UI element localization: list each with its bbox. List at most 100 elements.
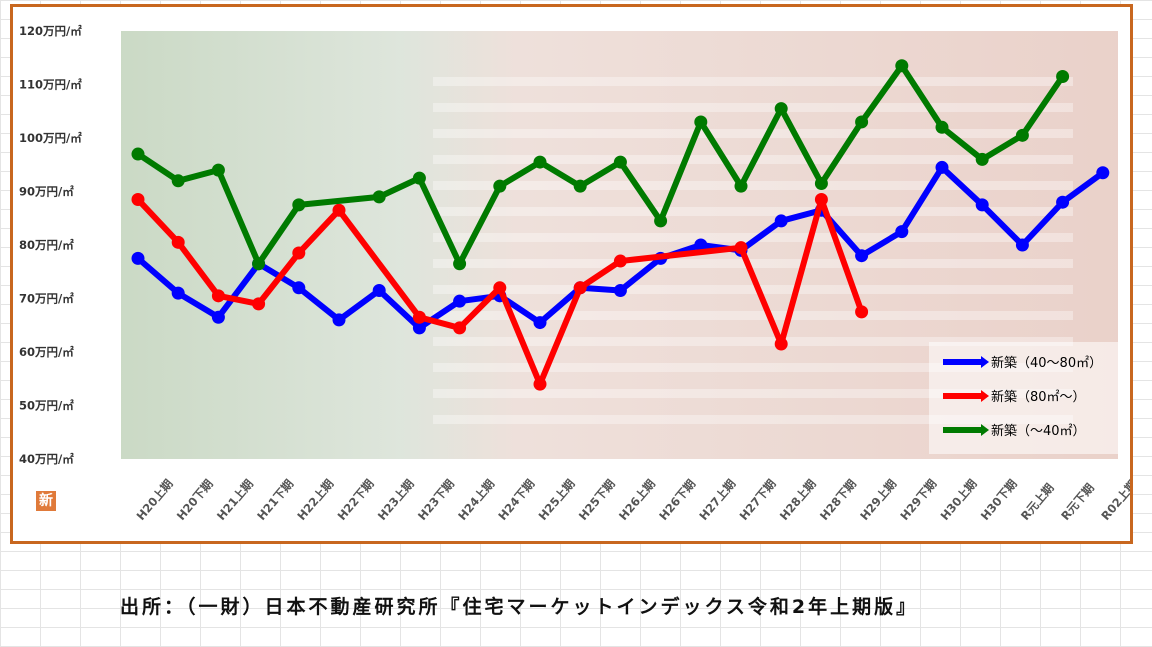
x-tick-label: H28上期 (777, 477, 819, 523)
y-tick-label: 100万円/㎡ (19, 131, 82, 145)
data-point (533, 316, 547, 330)
x-tick-label: H29上期 (857, 477, 899, 523)
data-point (975, 152, 989, 166)
source-citation: 出所：（一財）日本不動産研究所『住宅マーケットインデックス令和2年上期版』 (120, 596, 919, 618)
y-tick-label: 90万円/㎡ (19, 185, 74, 199)
data-point (613, 283, 627, 297)
data-point (211, 289, 225, 303)
x-tick-label: H30下期 (978, 477, 1020, 523)
data-point (734, 241, 748, 255)
data-point (292, 246, 306, 260)
facade-stripe (433, 181, 1073, 190)
x-axis: H20上期H20下期H21上期H21下期H22上期H22下期H23上期H23下期… (134, 477, 1130, 523)
data-point (372, 283, 386, 297)
x-tick-label: H26上期 (616, 477, 658, 523)
series-line (135, 196, 865, 388)
x-tick-label: H30上期 (938, 477, 980, 523)
data-point (211, 310, 225, 324)
facade-stripe (433, 233, 1073, 242)
x-tick-label: R元下期 (1058, 481, 1097, 523)
data-point (1056, 69, 1070, 83)
data-point (211, 163, 225, 177)
data-point (935, 160, 949, 174)
y-axis: 120万円/㎡ 110万円/㎡ 100万円/㎡ 90万円/㎡ 80万円/㎡ 70万円/㎡ 6… (19, 24, 82, 466)
data-point (412, 171, 426, 185)
x-tick-label: H21下期 (254, 477, 296, 523)
series-1 (131, 193, 869, 391)
data-point (171, 235, 185, 249)
data-point (895, 225, 909, 239)
x-tick-label: H28下期 (817, 477, 859, 523)
data-point (131, 251, 145, 265)
y-tick-label: 60万円/㎡ (19, 345, 74, 359)
data-point (774, 337, 788, 351)
line-chart: 120万円/㎡ 110万円/㎡ 100万円/㎡ 90万円/㎡ 80万円/㎡ 70万円/㎡ 6… (19, 24, 1130, 523)
x-tick-label: H27上期 (696, 477, 738, 523)
data-point (412, 321, 426, 335)
x-tick-label: H26下期 (656, 477, 698, 523)
data-point (814, 193, 828, 207)
y-tick-label: 70万円/㎡ (19, 292, 74, 306)
data-point (573, 179, 587, 193)
legend-marker (981, 390, 989, 402)
data-point (292, 281, 306, 295)
facade-stripe (433, 337, 1073, 346)
x-tick-label: H24上期 (455, 477, 497, 523)
data-point (171, 174, 185, 188)
data-point (774, 214, 788, 228)
data-point (573, 281, 587, 295)
x-tick-label: H23下期 (415, 477, 457, 523)
data-point (1056, 195, 1070, 209)
chart-frame: 120万円/㎡ 110万円/㎡ 100万円/㎡ 90万円/㎡ 80万円/㎡ 70万円/㎡ 6… (10, 4, 1133, 544)
facade-stripe (433, 77, 1073, 86)
data-point (493, 179, 507, 193)
legend-marker (981, 356, 989, 368)
data-point (613, 254, 627, 268)
x-tick-label: H25下期 (576, 477, 618, 523)
series-0 (131, 160, 1110, 335)
data-point (654, 214, 668, 228)
legend: 新築（40～80㎡） 新築（80㎡～） 新築（～40㎡） (929, 342, 1119, 454)
y-tick-label: 120万円/㎡ (19, 24, 82, 38)
facade-stripe (433, 285, 1073, 294)
y-tick-label: 80万円/㎡ (19, 238, 74, 252)
logo-icon: 新 (36, 491, 56, 511)
facade-stripe (433, 415, 1073, 424)
data-point (975, 198, 989, 212)
y-tick-label: 110万円/㎡ (19, 78, 82, 92)
legend-label: 新築（80㎡～） (991, 389, 1086, 405)
data-point (332, 203, 346, 217)
y-tick-label: 50万円/㎡ (19, 399, 74, 413)
data-point (493, 281, 507, 295)
x-tick-label: H20上期 (134, 477, 176, 523)
legend-label: 新築（40～80㎡） (991, 355, 1102, 371)
facade-stripe (433, 259, 1073, 268)
x-tick-label: H27下期 (737, 477, 779, 523)
data-point (734, 179, 748, 193)
data-point (453, 257, 467, 271)
data-point (1096, 166, 1110, 180)
series-2 (131, 59, 1070, 271)
data-point (814, 176, 828, 190)
data-point (131, 193, 145, 207)
data-point (1015, 128, 1029, 142)
data-point (855, 249, 869, 263)
facade-stripe (433, 207, 1073, 216)
data-point (131, 147, 145, 161)
facade-stripe (433, 311, 1073, 320)
data-point (332, 313, 346, 327)
data-point (694, 115, 708, 129)
x-tick-label: H22下期 (335, 477, 377, 523)
data-point (1015, 238, 1029, 252)
data-point (694, 238, 708, 252)
data-point (171, 286, 185, 300)
x-tick-label: R元上期 (1018, 481, 1057, 523)
data-point (453, 321, 467, 335)
data-point (533, 377, 547, 391)
data-point (774, 102, 788, 116)
x-tick-label: R02上期 (1098, 477, 1130, 523)
x-tick-label: H25上期 (536, 477, 578, 523)
x-tick-label: H20下期 (174, 477, 216, 523)
series-layer (131, 59, 1110, 391)
data-point (855, 115, 869, 129)
